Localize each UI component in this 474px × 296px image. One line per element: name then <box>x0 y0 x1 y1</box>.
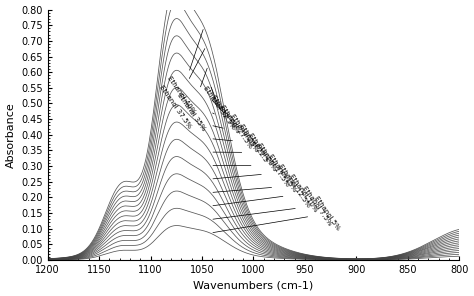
Text: Ethanol 5%: Ethanol 5% <box>213 196 341 233</box>
Text: Ethanol 22.5: Ethanol 22.5 <box>213 123 268 163</box>
Text: Ethanol 25%: Ethanol 25% <box>213 113 259 153</box>
Text: Ethanol 32.5%: Ethanol 32.5% <box>202 85 236 130</box>
Text: Ethanol 37.5%: Ethanol 37.5% <box>158 49 205 129</box>
Text: Ethanol 10%: Ethanol 10% <box>213 174 319 213</box>
X-axis label: Wavenumbers (cm-1): Wavenumbers (cm-1) <box>193 280 314 290</box>
Text: Ethanol 27.5%: Ethanol 27.5% <box>213 104 254 149</box>
Text: Ethanol 35%: Ethanol 35% <box>176 68 207 132</box>
Y-axis label: Absorbance: Absorbance <box>6 102 16 168</box>
Text: Ethanol 30%: Ethanol 30% <box>210 94 241 134</box>
Text: Ethanol 17.5%: Ethanol 17.5% <box>213 143 291 188</box>
Text: Ethanol 15%: Ethanol 15% <box>213 153 297 192</box>
Text: Ethanol 20%: Ethanol 20% <box>213 133 278 172</box>
Text: Ethanol 12.5%: Ethanol 12.5% <box>213 163 311 208</box>
Text: Ethanol 40%: Ethanol 40% <box>166 30 203 115</box>
Text: Ethanol 7.5%: Ethanol 7.5% <box>213 185 332 226</box>
